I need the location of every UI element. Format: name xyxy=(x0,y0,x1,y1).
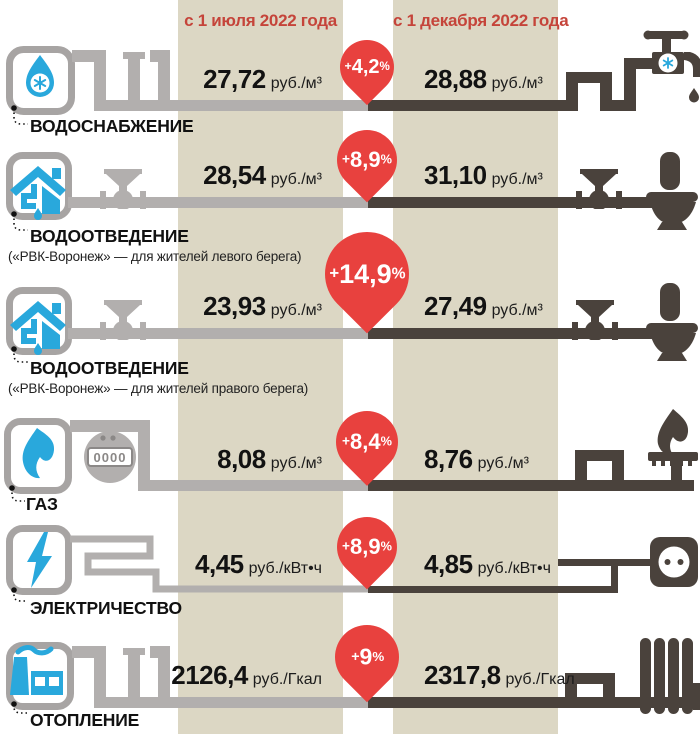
label-leader xyxy=(11,346,28,363)
pipe-right-dark xyxy=(368,197,653,208)
label-leader xyxy=(9,485,25,502)
label-leader xyxy=(11,701,27,714)
row-label-water-supply: ВОДОСНАБЖЕНИЕ xyxy=(30,116,194,136)
column-july xyxy=(178,0,343,734)
water-drop-snowflake-icon xyxy=(26,55,54,97)
row-label-heating: ОТОПЛЕНИЕ xyxy=(30,710,140,730)
price-new-water-supply: 28,88 руб./м³ xyxy=(424,64,543,94)
electricity-art xyxy=(6,525,698,602)
water-supply-art xyxy=(6,30,700,125)
faucet-icon xyxy=(643,30,700,103)
price-old-sewage-right: 23,93 руб./м³ xyxy=(203,291,322,321)
price-new-sewage-left: 31,10 руб./м³ xyxy=(424,160,543,190)
price-new-gas: 8,76 руб./м³ xyxy=(424,444,529,474)
pipe-left-gray xyxy=(68,328,368,339)
column-december xyxy=(393,0,558,734)
heating-plant-icon xyxy=(10,645,63,695)
radiator-icon xyxy=(640,638,700,714)
price-old-electricity: 4,45 руб./кВт•ч xyxy=(195,549,322,579)
gas-meter-display: 0000 xyxy=(94,450,127,465)
power-outlet-icon xyxy=(650,537,698,587)
price-old-gas: 8,08 руб./м³ xyxy=(217,444,322,474)
wire-left-gray xyxy=(70,535,368,593)
price-old-sewage-left: 28,54 руб./м³ xyxy=(203,160,322,190)
house-drain-icon xyxy=(10,166,66,220)
row-subtitle-sewage-left: («РВК-Воронеж» — для жителей левого бере… xyxy=(8,249,302,264)
price-new-sewage-right: 27,49 руб./м³ xyxy=(424,291,543,321)
price-old-water-supply: 27,72 руб./м³ xyxy=(203,64,322,94)
sewage-right-art xyxy=(6,283,698,363)
row-label-gas: ГАЗ xyxy=(26,494,58,514)
pipe-left-gray xyxy=(72,50,368,111)
pipe-right-dark xyxy=(368,328,653,339)
gas-burner-icon xyxy=(648,409,698,491)
label-leader xyxy=(11,105,28,125)
price-old-heating: 2126,4 руб./Гкал xyxy=(171,660,322,690)
row-label-sewage-left: ВОДООТВЕДЕНИЕ xyxy=(30,226,189,246)
gas-meter-icon: 0000 xyxy=(84,431,136,483)
heating-art xyxy=(6,638,700,714)
pipe-left-gray xyxy=(72,646,368,708)
pipe-left-gray xyxy=(68,197,368,208)
sewage-left-art xyxy=(6,152,698,231)
row-label-sewage-right: ВОДООТВЕДЕНИЕ xyxy=(30,358,189,378)
pipe-left-gray xyxy=(70,420,368,491)
label-leader xyxy=(11,587,27,602)
lightning-icon xyxy=(27,532,52,588)
price-new-electricity: 4,85 руб./кВт•ч xyxy=(424,549,551,579)
pipe-right-dark xyxy=(368,58,662,111)
row-subtitle-sewage-right: («РВК-Воронеж» — для жителей правого бер… xyxy=(8,381,309,396)
column-header-july: с 1 июля 2022 года xyxy=(184,11,337,30)
row-label-electricity: ЭЛЕКТРИЧЕСТВО xyxy=(30,598,182,618)
pipe-right-dark xyxy=(368,673,694,708)
gas-flame-icon xyxy=(22,428,55,479)
column-header-december: с 1 декабря 2022 года xyxy=(393,11,569,30)
wire-right-dark xyxy=(368,559,654,593)
label-leader xyxy=(11,211,28,231)
pipe-right-dark xyxy=(368,450,694,491)
gas-art: 0000 xyxy=(4,409,698,502)
price-new-heating: 2317,8 руб./Гкал xyxy=(424,660,575,690)
